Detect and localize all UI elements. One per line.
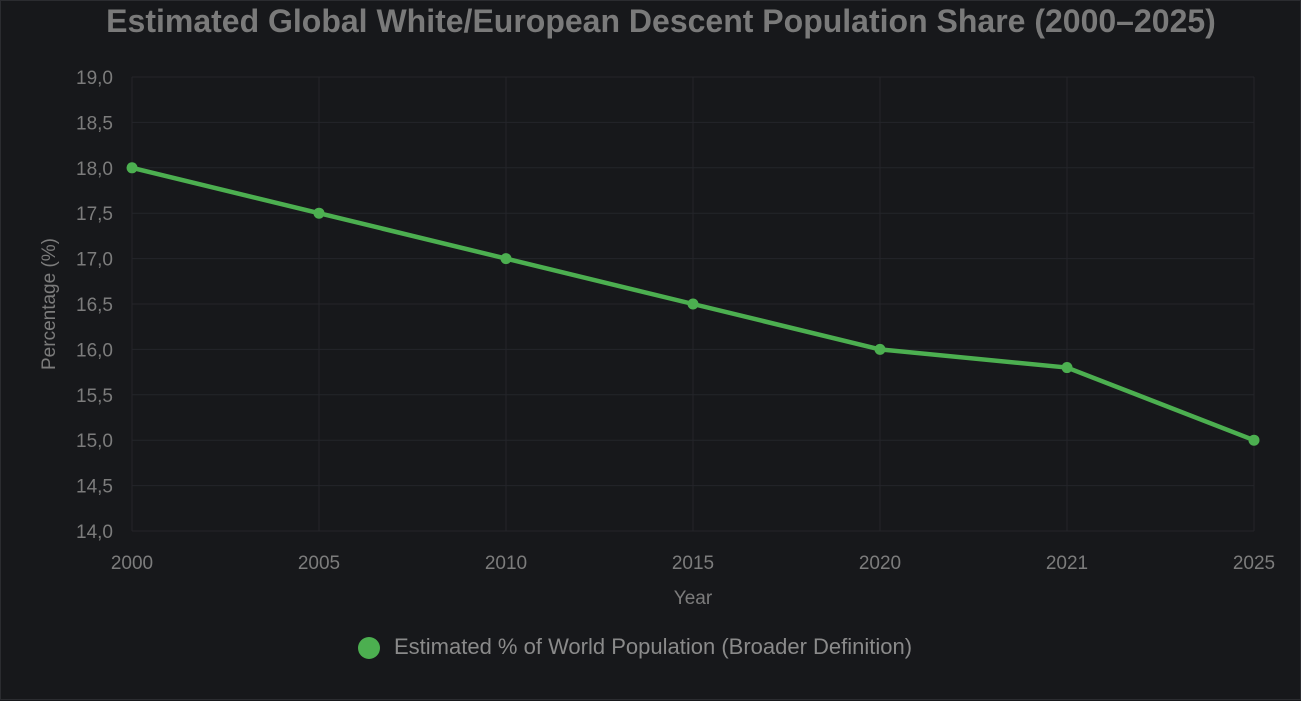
x-axis-title: Year: [674, 588, 713, 609]
legend[interactable]: Estimated % of World Population (Broader…: [358, 634, 912, 659]
y-tick-label: 16,5: [76, 295, 113, 316]
y-tick-label: 14,0: [76, 522, 113, 543]
y-tick-label: 18,5: [76, 113, 113, 134]
y-tick-label: 18,0: [76, 159, 113, 180]
y-tick-label: 15,0: [76, 431, 113, 452]
x-tick-label: 2000: [111, 553, 153, 574]
y-tick-label: 17,5: [76, 204, 113, 225]
data-point[interactable]: [126, 162, 138, 174]
y-axis-ticks: 14,0 14,5 15,0 15,5 16,0 16,5 17,0 17,5 18,0 18,5…: [76, 68, 113, 543]
data-point[interactable]: [687, 298, 699, 310]
x-tick-label: 2005: [298, 553, 340, 574]
data-point[interactable]: [500, 253, 512, 265]
x-tick-label: 2025: [1233, 553, 1275, 574]
legend-swatch: [358, 637, 380, 659]
y-tick-label: 19,0: [76, 68, 113, 89]
x-tick-label: 2015: [672, 553, 714, 574]
y-tick-label: 16,0: [76, 340, 113, 361]
x-tick-label: 2010: [485, 553, 527, 574]
data-point[interactable]: [874, 343, 886, 355]
series: [126, 162, 1260, 446]
x-tick-label: 2020: [859, 553, 901, 574]
y-tick-label: 15,5: [76, 386, 113, 407]
y-axis-title: Percentage (%): [39, 238, 60, 370]
x-tick-label: 2021: [1046, 553, 1088, 574]
y-tick-label: 14,5: [76, 477, 113, 498]
data-point[interactable]: [1061, 362, 1073, 374]
legend-label: Estimated % of World Population (Broader…: [394, 634, 912, 659]
y-tick-label: 17,0: [76, 250, 113, 271]
chart-title: Estimated Global White/European Descent …: [106, 3, 1216, 39]
data-point[interactable]: [1248, 434, 1260, 446]
x-axis-ticks: 2000 2005 2010 2015 2020 2021 2025: [111, 553, 1275, 574]
data-point[interactable]: [313, 207, 325, 219]
